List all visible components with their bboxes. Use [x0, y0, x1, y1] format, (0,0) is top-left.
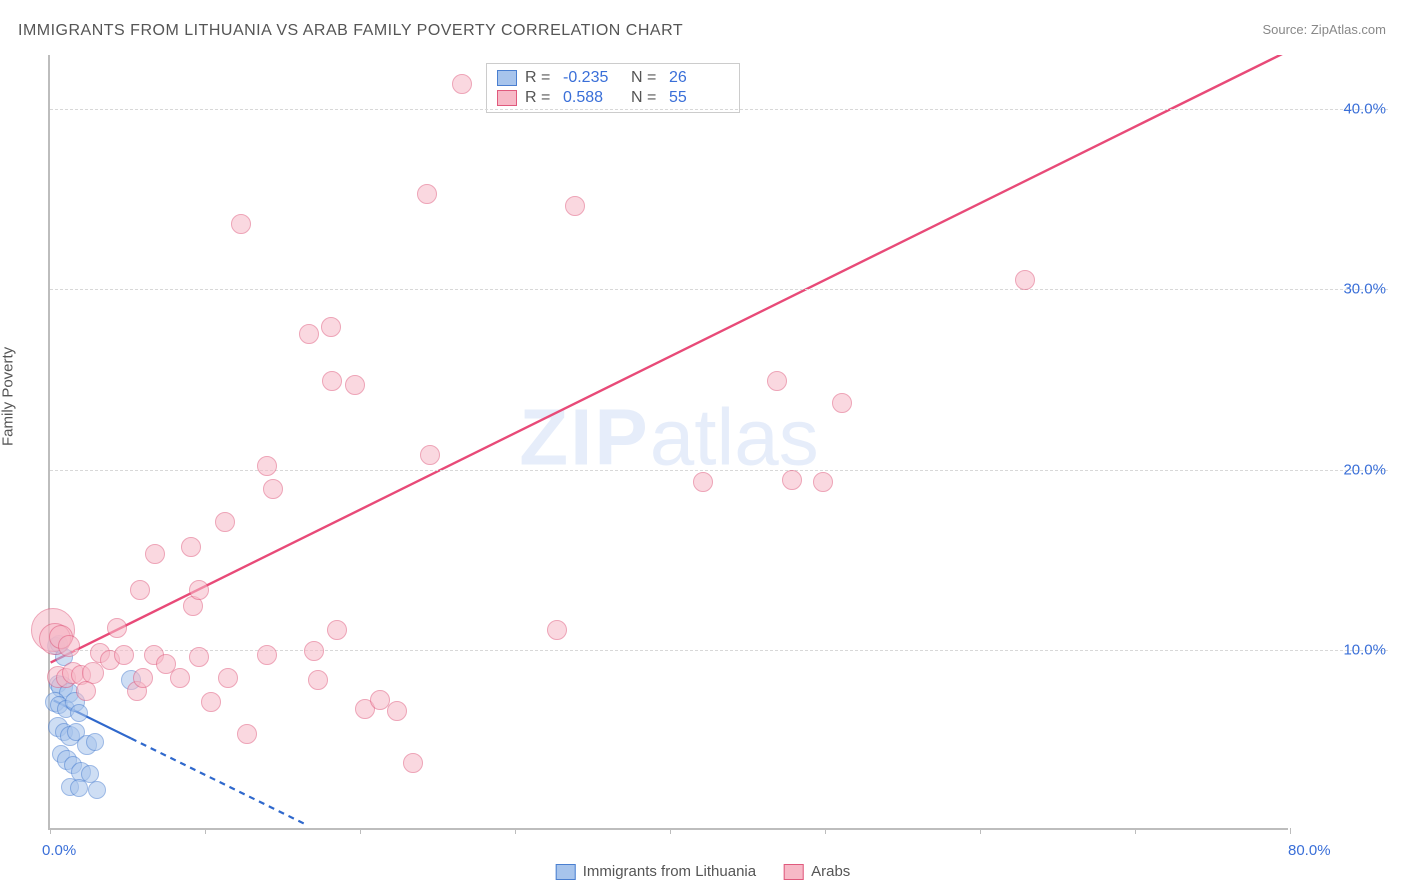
legend-swatch-0: [556, 864, 576, 880]
trendline-lithuania: [131, 738, 306, 824]
n-value-1: 55: [669, 89, 729, 107]
watermark-zip: ZIP: [519, 392, 649, 481]
n-value-0: 26: [669, 69, 729, 87]
x-tick: [1290, 828, 1291, 834]
x-tick: [515, 828, 516, 834]
legend-row-series-1: R = 0.588 N = 55: [497, 88, 729, 108]
x-tick: [1135, 828, 1136, 834]
scatter-point-arabs: [218, 668, 238, 688]
x-tick-label: 80.0%: [1288, 842, 1331, 859]
x-tick-label: 0.0%: [42, 842, 76, 859]
gridline-h: [50, 289, 1388, 290]
source-prefix: Source:: [1262, 22, 1310, 37]
legend-item-0: Immigrants from Lithuania: [556, 863, 756, 880]
scatter-point-arabs: [322, 371, 342, 391]
scatter-point-arabs: [782, 470, 802, 490]
source-name: ZipAtlas.com: [1311, 22, 1386, 37]
scatter-point-arabs: [130, 580, 150, 600]
scatter-point-arabs: [832, 393, 852, 413]
watermark-atlas: atlas: [650, 392, 819, 481]
correlation-legend: R = -0.235 N = 26 R = 0.588 N = 55: [486, 63, 740, 113]
scatter-point-arabs: [547, 620, 567, 640]
trend-lines-svg: [50, 55, 1288, 828]
scatter-point-arabs: [417, 184, 437, 204]
scatter-point-arabs: [308, 670, 328, 690]
scatter-point-arabs: [145, 544, 165, 564]
trendline-arabs: [51, 55, 1288, 663]
scatter-point-arabs: [387, 701, 407, 721]
swatch-series-0: [497, 70, 517, 86]
scatter-point-arabs: [813, 472, 833, 492]
scatter-point-arabs: [304, 641, 324, 661]
scatter-point-arabs: [327, 620, 347, 640]
scatter-point-arabs: [420, 445, 440, 465]
scatter-point-arabs: [181, 537, 201, 557]
scatter-point-arabs: [321, 317, 341, 337]
legend-label-1: Arabs: [811, 863, 850, 880]
plot-area: ZIPatlas R = -0.235 N = 26 R = 0.588 N =…: [48, 55, 1288, 830]
gridline-h: [50, 470, 1388, 471]
r-label-1: R =: [525, 89, 555, 107]
scatter-point-arabs: [201, 692, 221, 712]
scatter-point-lithuania: [86, 733, 104, 751]
swatch-series-1: [497, 90, 517, 106]
scatter-point-arabs: [565, 196, 585, 216]
r-label-0: R =: [525, 69, 555, 87]
y-tick-label: 40.0%: [1343, 101, 1386, 118]
x-tick: [825, 828, 826, 834]
scatter-point-arabs: [133, 668, 153, 688]
scatter-point-arabs: [767, 371, 787, 391]
n-label-1: N =: [631, 89, 661, 107]
scatter-point-lithuania: [70, 779, 88, 797]
y-tick-label: 30.0%: [1343, 281, 1386, 298]
scatter-point-arabs: [58, 635, 80, 657]
scatter-point-arabs: [403, 753, 423, 773]
gridline-h: [50, 109, 1388, 110]
r-value-0: -0.235: [563, 69, 623, 87]
scatter-point-arabs: [257, 456, 277, 476]
scatter-point-arabs: [107, 618, 127, 638]
scatter-point-arabs: [693, 472, 713, 492]
x-tick: [50, 828, 51, 834]
x-tick: [360, 828, 361, 834]
scatter-point-arabs: [452, 74, 472, 94]
scatter-point-arabs: [114, 645, 134, 665]
gridline-h: [50, 650, 1388, 651]
scatter-point-arabs: [231, 214, 251, 234]
x-tick: [205, 828, 206, 834]
legend-item-1: Arabs: [784, 863, 850, 880]
scatter-point-arabs: [237, 724, 257, 744]
scatter-point-arabs: [170, 668, 190, 688]
legend-label-0: Immigrants from Lithuania: [583, 863, 756, 880]
scatter-point-arabs: [263, 479, 283, 499]
scatter-point-arabs: [257, 645, 277, 665]
legend-swatch-1: [784, 864, 804, 880]
r-value-1: 0.588: [563, 89, 623, 107]
y-axis-label: Family Poverty: [0, 347, 17, 446]
scatter-point-arabs: [189, 580, 209, 600]
n-label-0: N =: [631, 69, 661, 87]
x-tick: [670, 828, 671, 834]
scatter-point-arabs: [299, 324, 319, 344]
series-legend: Immigrants from Lithuania Arabs: [556, 863, 851, 880]
scatter-point-arabs: [189, 647, 209, 667]
source-attribution: Source: ZipAtlas.com: [1262, 22, 1386, 37]
scatter-point-lithuania: [88, 781, 106, 799]
x-tick: [980, 828, 981, 834]
chart-title: IMMIGRANTS FROM LITHUANIA VS ARAB FAMILY…: [18, 22, 683, 40]
scatter-point-arabs: [76, 681, 96, 701]
scatter-point-arabs: [215, 512, 235, 532]
y-tick-label: 20.0%: [1343, 461, 1386, 478]
legend-row-series-0: R = -0.235 N = 26: [497, 68, 729, 88]
scatter-point-arabs: [1015, 270, 1035, 290]
scatter-point-arabs: [345, 375, 365, 395]
y-tick-label: 10.0%: [1343, 641, 1386, 658]
scatter-point-lithuania: [70, 704, 88, 722]
